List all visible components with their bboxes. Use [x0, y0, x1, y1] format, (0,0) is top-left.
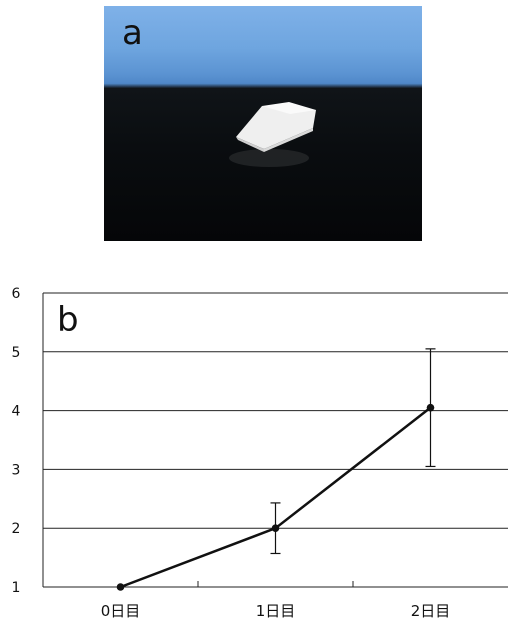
panel-label-b: b: [57, 300, 79, 340]
panel-label-a: a: [122, 13, 143, 53]
x-tick-label: 1日目: [256, 602, 296, 620]
photo-panel: a: [104, 6, 422, 241]
series-line: [120, 406, 432, 589]
white-prism-block-icon: [229, 102, 316, 167]
data-point: [116, 583, 125, 591]
data-point: [426, 403, 435, 412]
chart-svg: 1 2 3 4 5 6 0日目 1日目 2日目 b: [12, 286, 508, 620]
y-tick-label: 5: [12, 345, 21, 361]
y-tick-label: 6: [12, 286, 21, 302]
y-tick-label: 3: [12, 462, 21, 478]
line-chart: 1 2 3 4 5 6 0日目 1日目 2日目 b: [0, 280, 510, 633]
data-point: [271, 524, 280, 532]
x-tick-label: 2日目: [411, 602, 451, 620]
y-tick-label: 1: [12, 580, 21, 596]
x-tick-label: 0日目: [101, 602, 141, 620]
y-tick-label: 2: [12, 521, 21, 537]
y-tick-label: 4: [12, 404, 21, 420]
panel-label-bg: [44, 294, 94, 340]
